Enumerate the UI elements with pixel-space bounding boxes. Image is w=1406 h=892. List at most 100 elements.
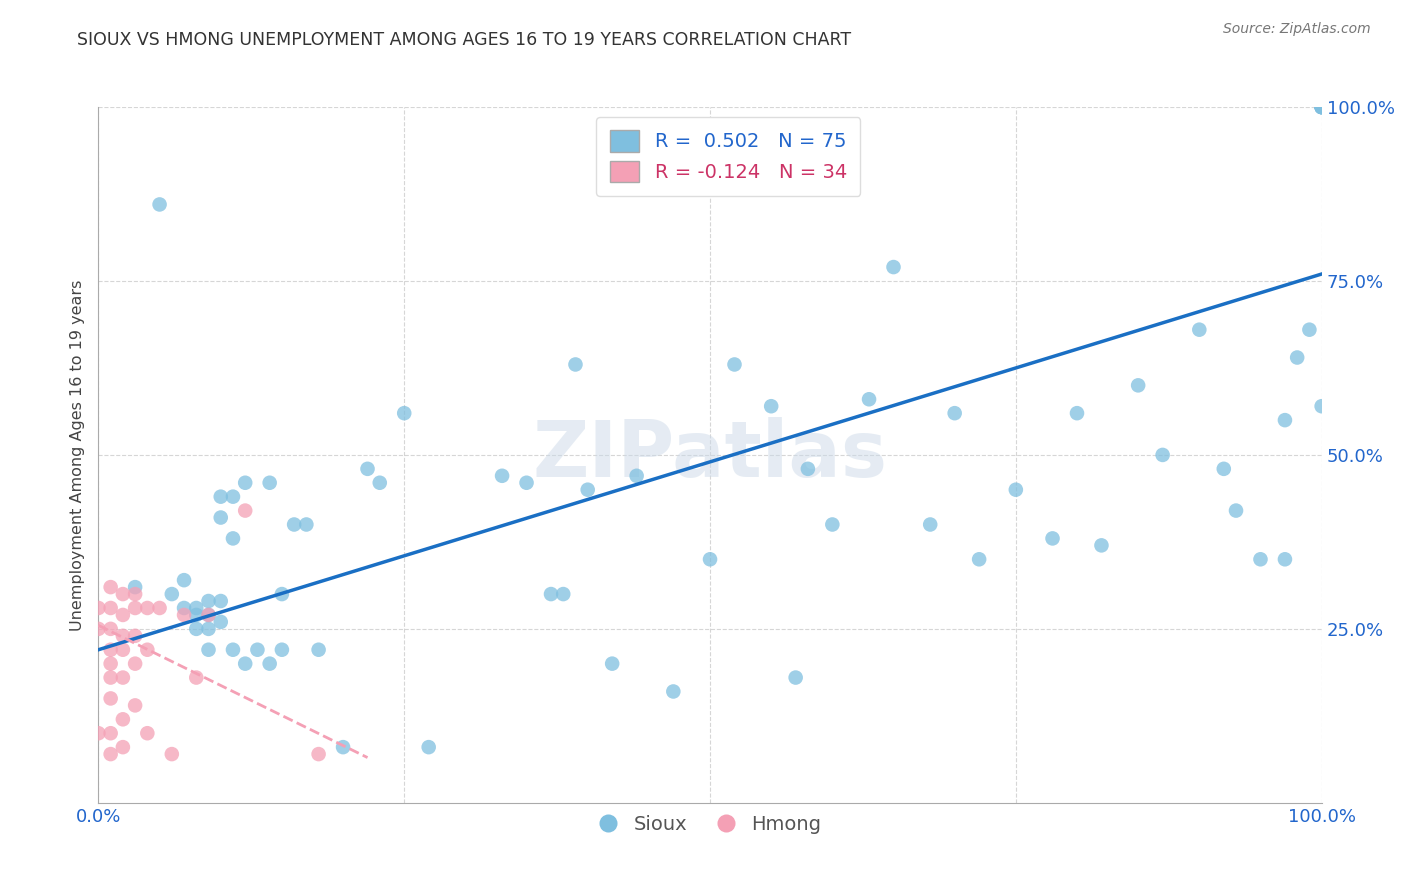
Point — [233, 503, 256, 517]
Point — [943, 406, 966, 420]
Point — [136, 642, 159, 657]
Point — [1066, 406, 1088, 420]
Point — [1310, 100, 1333, 114]
Point — [1090, 538, 1112, 552]
Point — [662, 684, 685, 698]
Point — [1152, 448, 1174, 462]
Point — [124, 587, 146, 601]
Point — [222, 642, 245, 657]
Point — [259, 657, 281, 671]
Point — [626, 468, 648, 483]
Point — [173, 601, 195, 615]
Text: SIOUX VS HMONG UNEMPLOYMENT AMONG AGES 16 TO 19 YEARS CORRELATION CHART: SIOUX VS HMONG UNEMPLOYMENT AMONG AGES 1… — [77, 31, 852, 49]
Point — [1310, 399, 1333, 413]
Point — [418, 740, 440, 755]
Point — [197, 622, 219, 636]
Point — [233, 475, 256, 490]
Point — [197, 607, 219, 622]
Point — [186, 607, 208, 622]
Point — [1286, 351, 1309, 365]
Point — [173, 573, 195, 587]
Point — [1042, 532, 1064, 546]
Point — [270, 587, 294, 601]
Point — [222, 532, 245, 546]
Point — [100, 580, 122, 594]
Point — [491, 468, 513, 483]
Point — [368, 475, 391, 490]
Point — [111, 740, 134, 755]
Point — [1225, 503, 1247, 517]
Point — [100, 726, 122, 740]
Point — [761, 399, 783, 413]
Point — [246, 642, 269, 657]
Point — [1004, 483, 1026, 497]
Point — [699, 552, 721, 566]
Point — [186, 622, 208, 636]
Point — [283, 517, 305, 532]
Point — [149, 601, 172, 615]
Point — [111, 642, 134, 657]
Point — [1310, 100, 1333, 114]
Point — [1212, 462, 1234, 476]
Point — [392, 406, 416, 420]
Point — [553, 587, 575, 601]
Point — [100, 671, 122, 685]
Point — [100, 691, 122, 706]
Point — [233, 657, 256, 671]
Point — [124, 601, 146, 615]
Point — [111, 587, 134, 601]
Point — [356, 462, 378, 476]
Y-axis label: Unemployment Among Ages 16 to 19 years: Unemployment Among Ages 16 to 19 years — [69, 279, 84, 631]
Point — [100, 601, 122, 615]
Point — [87, 622, 110, 636]
Point — [111, 629, 134, 643]
Point — [124, 698, 146, 713]
Point — [1298, 323, 1320, 337]
Point — [111, 712, 134, 726]
Point — [111, 607, 134, 622]
Point — [883, 260, 905, 274]
Point — [308, 747, 330, 761]
Point — [967, 552, 990, 566]
Point — [160, 587, 183, 601]
Point — [1249, 552, 1271, 566]
Point — [723, 358, 745, 372]
Point — [1274, 413, 1296, 427]
Point — [209, 594, 232, 608]
Point — [100, 642, 122, 657]
Point — [270, 642, 294, 657]
Point — [87, 601, 110, 615]
Point — [160, 747, 183, 761]
Point — [136, 726, 159, 740]
Point — [1188, 323, 1211, 337]
Point — [540, 587, 562, 601]
Point — [222, 490, 245, 504]
Point — [136, 601, 159, 615]
Point — [209, 490, 232, 504]
Text: ZIPatlas: ZIPatlas — [533, 417, 887, 493]
Point — [100, 657, 122, 671]
Point — [600, 657, 623, 671]
Point — [197, 594, 219, 608]
Point — [920, 517, 942, 532]
Point — [197, 642, 219, 657]
Legend: Sioux, Hmong: Sioux, Hmong — [591, 807, 830, 842]
Point — [124, 657, 146, 671]
Point — [111, 671, 134, 685]
Point — [1310, 100, 1333, 114]
Point — [149, 197, 172, 211]
Point — [124, 629, 146, 643]
Text: Source: ZipAtlas.com: Source: ZipAtlas.com — [1223, 22, 1371, 37]
Point — [308, 642, 330, 657]
Point — [1128, 378, 1150, 392]
Point — [100, 747, 122, 761]
Point — [87, 726, 110, 740]
Point — [1310, 100, 1333, 114]
Point — [576, 483, 599, 497]
Point — [821, 517, 844, 532]
Point — [332, 740, 354, 755]
Point — [209, 615, 232, 629]
Point — [124, 580, 146, 594]
Point — [259, 475, 281, 490]
Point — [197, 607, 219, 622]
